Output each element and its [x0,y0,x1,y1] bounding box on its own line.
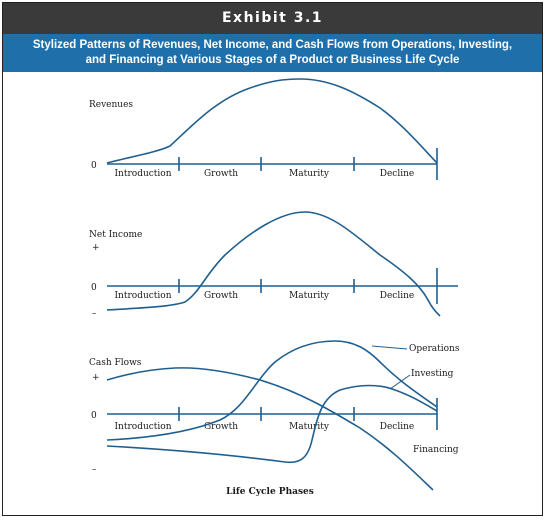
net-income-zero-tick: 0 [91,283,97,293]
life-cycle-phases-caption: Life Cycle Phases [226,487,314,497]
financing-label: Financing [413,445,459,455]
cash-flows-axis-label: Cash Flows [89,358,142,368]
investing-line [106,367,434,491]
net-income-phase-growth: Growth [204,291,238,301]
cash-flows-plus-tick: + [92,373,100,383]
revenues-line [106,78,438,164]
operations-line [106,340,438,441]
net-income-phase-decline: Decline [380,291,414,301]
operations-leader [371,345,408,350]
revenues-phase-maturity: Maturity [289,169,330,179]
net-income-axis-label: Net Income [89,230,142,240]
revenues-zero-tick: 0 [91,161,97,171]
cash-flows-phase-maturity: Maturity [289,422,330,432]
exhibit-frame: Exhibit 3.1 Stylized Patterns of Revenue… [2,2,543,516]
cash-flows-zero-tick: 0 [91,411,97,421]
revenues-panel: Revenues 0 Introduction Growth Maturity … [89,78,438,180]
revenues-phase-decline: Decline [380,169,414,179]
revenues-axis-label: Revenues [89,100,133,110]
net-income-minus-tick: – [92,309,97,319]
cash-flows-phase-introduction: Introduction [115,422,172,432]
exhibit-title: Stylized Patterns of Revenues, Net Incom… [3,34,542,72]
cash-flows-phase-decline: Decline [380,422,414,432]
investing-label: Investing [411,369,454,379]
exhibit-number: Exhibit 3.1 [3,3,542,34]
revenues-phase-introduction: Introduction [115,169,172,179]
cash-flows-minus-tick: – [92,465,97,475]
exhibit-title-line2: and Financing at Various Stages of a Pro… [85,54,460,66]
cash-flows-panel: Cash Flows + 0 – Introduction Growth Mat… [89,340,460,491]
investing-leader [389,374,411,390]
net-income-panel: Net Income + 0 – Introduction Growth Mat… [89,211,458,319]
net-income-phase-maturity: Maturity [289,291,330,301]
net-income-phase-introduction: Introduction [115,291,172,301]
net-income-line [106,211,441,317]
cash-flows-phase-growth: Growth [204,422,238,432]
net-income-plus-tick: + [92,243,100,253]
revenues-phase-growth: Growth [204,169,238,179]
exhibit-title-line1: Stylized Patterns of Revenues, Net Incom… [32,39,513,51]
financing-line [106,384,438,464]
operations-label: Operations [409,344,460,354]
